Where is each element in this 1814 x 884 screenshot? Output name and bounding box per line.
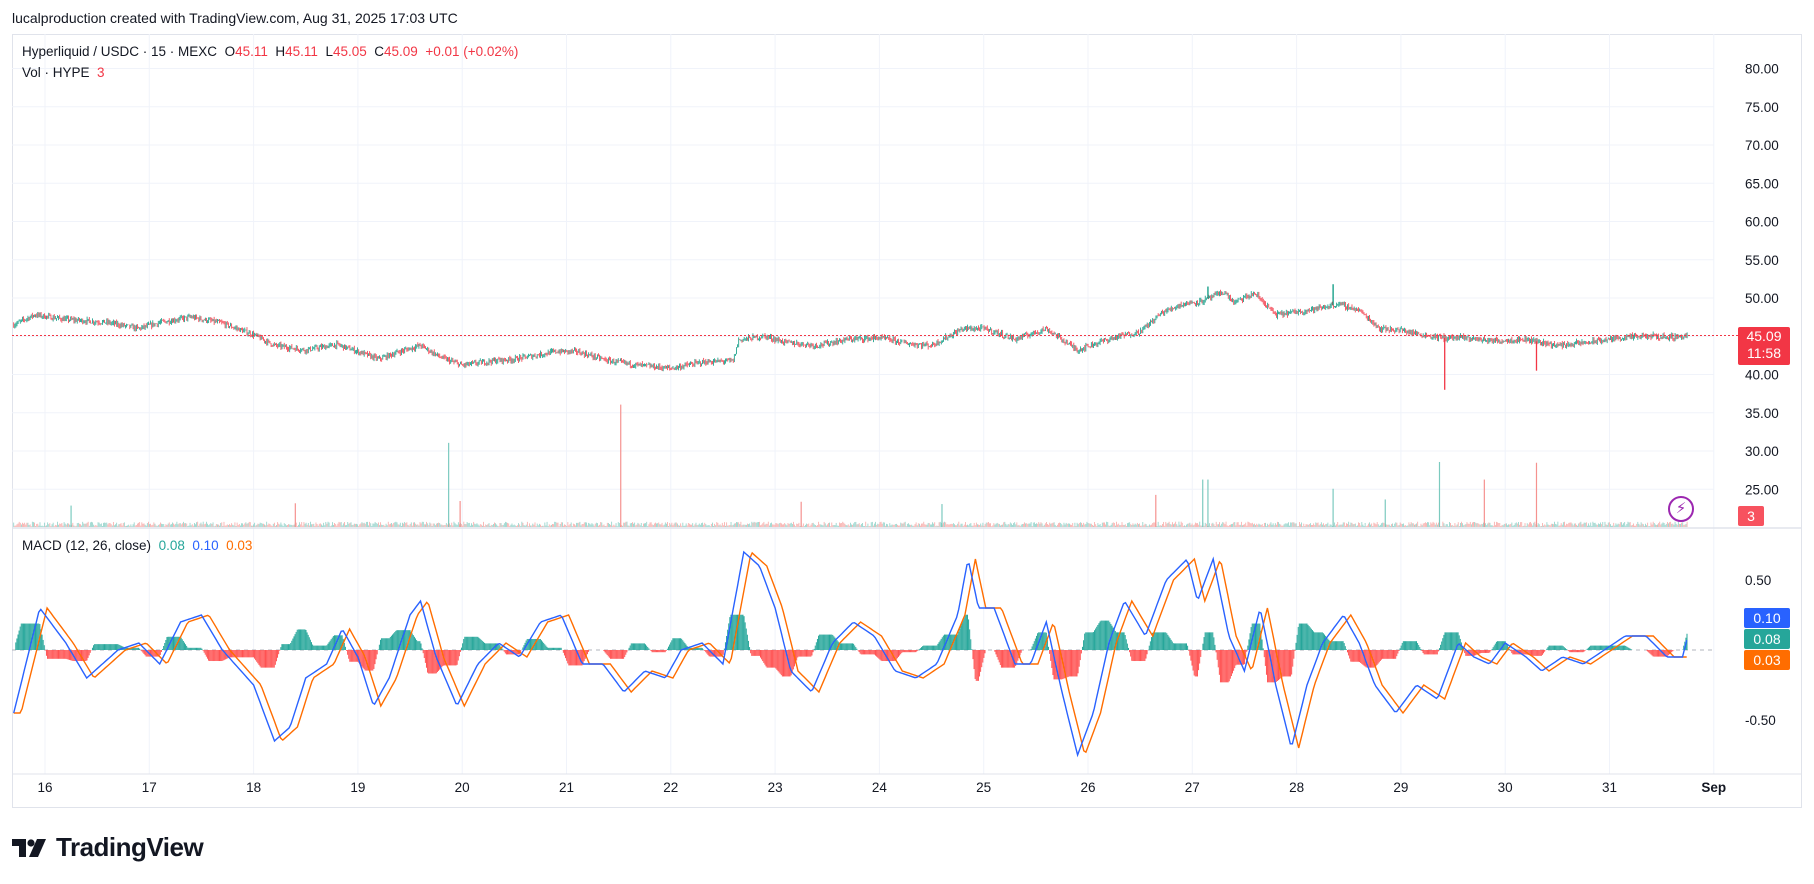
signal-badge: 0.03 <box>1744 650 1790 670</box>
time-axis-label: 21 <box>559 780 574 795</box>
macd-hist-value: 0.08 <box>158 538 185 553</box>
time-axis-label: 23 <box>768 780 783 795</box>
time-axis-label: 28 <box>1289 780 1304 795</box>
tradingview-logo[interactable]: TradingView <box>12 832 204 863</box>
time-axis-label: 29 <box>1393 780 1408 795</box>
macd-signal-value: 0.03 <box>226 538 253 553</box>
close-value: 45.09 <box>384 44 418 59</box>
macd-axis-label: -0.50 <box>1745 713 1776 728</box>
chart-credit: lucalproduction created with TradingView… <box>12 10 458 26</box>
brand-wordmark: TradingView <box>56 832 204 862</box>
price-axis-label: 60.00 <box>1745 215 1779 230</box>
time-axis-label: 24 <box>872 780 888 795</box>
macd-pane <box>12 550 1714 758</box>
macd-axis-label: 0.50 <box>1745 573 1771 588</box>
time-axis-label: 26 <box>1080 780 1095 795</box>
volume-value: 3 <box>97 65 105 80</box>
bar-countdown: 11:58 <box>1747 345 1781 361</box>
price-legend: Hyperliquid / USDC · 15 · MEXC O45.11 H4… <box>22 44 518 59</box>
volume-badge: 3 <box>1738 506 1764 526</box>
last-price-badge: 45.09 11:58 <box>1738 327 1790 365</box>
low-value: 45.05 <box>332 44 367 59</box>
macd-label[interactable]: MACD (12, 26, close) <box>22 538 152 553</box>
open-value: 45.11 <box>235 44 268 59</box>
macd-line <box>13 550 1688 758</box>
high-value: 45.11 <box>285 44 318 59</box>
tradingview-logo-icon <box>12 838 46 857</box>
price-axis-label: 35.00 <box>1745 406 1779 421</box>
price-axis-label: 50.00 <box>1745 291 1779 306</box>
time-axis-label: 17 <box>142 780 157 795</box>
candlestick-series <box>13 284 1688 390</box>
time-axis-label: 25 <box>976 780 991 795</box>
price-axis-label: 80.00 <box>1745 62 1779 77</box>
change-value: +0.01 (+0.02%) <box>425 44 519 59</box>
time-axis-label: 31 <box>1602 780 1617 795</box>
time-axis-label: 22 <box>663 780 678 795</box>
price-axis-label: 70.00 <box>1745 138 1779 153</box>
price-axis-label: 65.00 <box>1745 176 1779 191</box>
symbol-label[interactable]: Hyperliquid / USDC · 15 · MEXC <box>22 44 218 59</box>
low-label: L <box>325 44 333 59</box>
price-axis-label: 30.00 <box>1745 444 1779 459</box>
time-axis-label: 27 <box>1185 780 1200 795</box>
volume-label[interactable]: Vol · HYPE <box>22 65 90 80</box>
histogram-badge: 0.08 <box>1744 629 1790 649</box>
macd-line-value: 0.10 <box>192 538 219 553</box>
time-axis-label: 18 <box>246 780 261 795</box>
macd-legend: MACD (12, 26, close) 0.08 0.10 0.03 <box>22 538 252 553</box>
time-axis-label: 19 <box>350 780 365 795</box>
chart-frame <box>12 34 1802 808</box>
open-label: O <box>224 44 236 59</box>
price-axis-label: 75.00 <box>1745 100 1779 115</box>
close-label: C <box>374 44 385 59</box>
time-axis-label: 16 <box>37 780 52 795</box>
price-axis-label: 55.00 <box>1745 253 1779 268</box>
last-price-value: 45.09 <box>1746 328 1782 344</box>
volume-series <box>13 404 1688 527</box>
lightning-icon[interactable]: ⚡ <box>1668 496 1694 522</box>
price-axis-label: 40.00 <box>1745 368 1779 383</box>
time-axis-label: 30 <box>1498 780 1513 795</box>
high-label: H <box>275 44 286 59</box>
volume-legend: Vol · HYPE 3 <box>22 65 105 80</box>
time-axis-label: Sep <box>1701 780 1726 795</box>
time-axis-label: 20 <box>455 780 470 795</box>
macd-histogram <box>15 614 1688 683</box>
price-axis-label: 25.00 <box>1745 482 1779 497</box>
signal-line <box>13 551 1687 754</box>
macd-badge: 0.10 <box>1744 608 1790 628</box>
